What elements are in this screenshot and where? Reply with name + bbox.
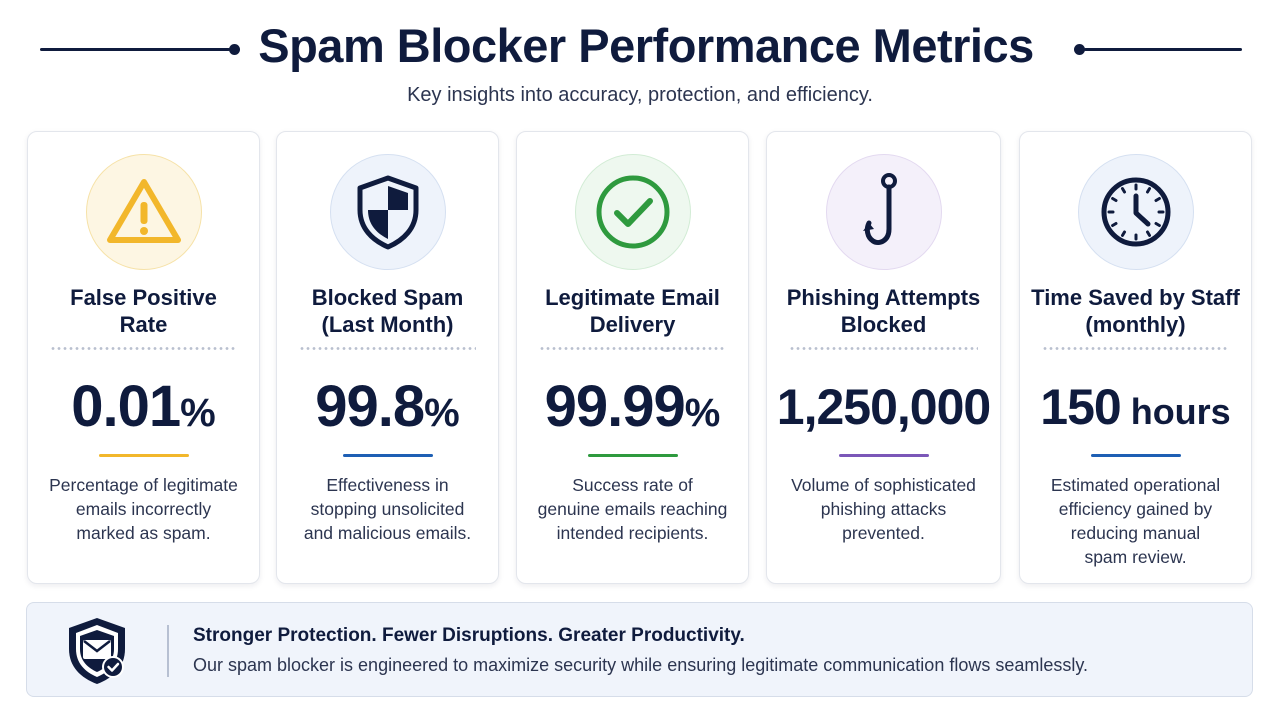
metric-unit: % — [424, 391, 460, 435]
card-title: Legitimate Email Delivery — [527, 284, 738, 338]
footer-divider — [167, 625, 169, 677]
description-line: prevented. — [842, 523, 925, 543]
warning-icon — [85, 154, 202, 270]
description-line: phishing attacks — [820, 499, 947, 519]
metric-value: 99.8% — [277, 374, 498, 446]
card-title-line: Delivery — [589, 312, 676, 337]
accent-underline — [98, 454, 189, 457]
metric-value: 0.01% — [28, 374, 259, 446]
dotted-divider — [50, 347, 237, 350]
metric-number: 0.01 — [71, 374, 181, 439]
header-dot-left — [229, 44, 240, 55]
card-title: False Positive Rate — [38, 284, 249, 338]
card-title: Blocked Spam (Last Month) — [287, 284, 488, 338]
card-title-line: (monthly) — [1085, 312, 1186, 337]
accent-underline — [342, 454, 433, 457]
card-title-line: Time Saved by Staff — [1031, 285, 1240, 310]
footer-heading: Stronger Protection. Fewer Disruptions. … — [193, 625, 745, 646]
dotted-divider — [299, 347, 476, 350]
card-title-line: Phishing Attempts — [786, 285, 981, 310]
description-line: Estimated operational — [1050, 475, 1221, 495]
metric-card-time-saved: Time Saved by Staff (monthly) 150 hours … — [1019, 131, 1252, 584]
card-title: Phishing Attempts Blocked — [777, 284, 990, 338]
description-line: genuine emails reaching — [537, 499, 728, 519]
dotted-divider — [539, 347, 726, 350]
metric-card-phishing-blocked: Phishing Attempts Blocked 1,250,000 Volu… — [766, 131, 1001, 584]
metric-number: 99.99 — [544, 374, 686, 439]
card-title-line: Blocked — [840, 312, 927, 337]
metric-number: 1,250,000 — [776, 379, 991, 435]
card-title-line: Rate — [119, 312, 168, 337]
card-title-line: Legitimate Email — [545, 285, 720, 310]
metric-description: Effectiveness in stopping unsolicited an… — [291, 473, 484, 545]
metric-description: Volume of sophisticated phishing attacks… — [781, 473, 986, 545]
header: Spam Blocker Performance Metrics — [0, 18, 1280, 80]
metric-value: 99.99% — [517, 374, 748, 446]
metric-number: 99.8 — [315, 374, 425, 439]
metric-card-false-positive: False Positive Rate 0.01% Percentage of … — [27, 131, 260, 584]
description-line: reducing manual — [1070, 523, 1201, 543]
page-title: Spam Blocker Performance Metrics — [258, 19, 1034, 72]
description-line: Volume of sophisticated — [791, 475, 976, 495]
footer-banner: Stronger Protection. Fewer Disruptions. … — [26, 602, 1253, 697]
metric-unit: % — [180, 391, 216, 435]
description-line: Success rate of — [572, 475, 693, 495]
clock-icon — [1077, 154, 1194, 270]
metric-description: Success rate of genuine emails reaching … — [531, 473, 734, 545]
description-line: and malicious emails. — [303, 523, 472, 543]
header-dot-right — [1074, 44, 1085, 55]
metric-description: Percentage of legitimate emails incorrec… — [42, 473, 245, 545]
accent-underline — [838, 454, 929, 457]
dotted-divider — [1042, 347, 1229, 350]
card-title-line: Blocked Spam — [311, 285, 464, 310]
metric-number: 150 — [1040, 379, 1121, 435]
metric-card-legitimate-delivery: Legitimate Email Delivery 99.99% Success… — [516, 131, 749, 584]
checkmark-icon — [574, 154, 691, 270]
card-title-line: (Last Month) — [321, 312, 454, 337]
description-line: stopping unsolicited — [310, 499, 465, 519]
description-line: Percentage of legitimate — [49, 475, 238, 495]
description-line: intended recipients. — [556, 523, 709, 543]
shield-envelope-check-icon — [65, 615, 129, 687]
description-line: spam review. — [1084, 547, 1187, 567]
card-title-line: False Positive — [70, 285, 217, 310]
dotted-divider — [789, 347, 978, 350]
metric-unit: % — [684, 391, 721, 435]
description-line: Effectiveness in — [326, 475, 449, 495]
accent-underline — [1090, 454, 1181, 457]
description-line: marked as spam. — [76, 523, 211, 543]
metric-card-blocked-spam: Blocked Spam (Last Month) 99.8% Effectiv… — [276, 131, 499, 584]
metric-value: 150 hours — [1020, 374, 1251, 445]
description-line: emails incorrectly — [75, 499, 212, 519]
header-rule-left — [40, 48, 230, 51]
accent-underline — [587, 454, 678, 457]
fishing-hook-icon — [825, 154, 942, 270]
description-line: efficiency gained by — [1058, 499, 1213, 519]
header-rule-right — [1084, 48, 1242, 51]
page-subtitle: Key insights into accuracy, protection, … — [407, 84, 873, 106]
card-title: Time Saved by Staff (monthly) — [1030, 284, 1241, 338]
metric-description: Estimated operational efficiency gained … — [1034, 473, 1237, 569]
shield-icon — [329, 154, 446, 270]
footer-text: Our spam blocker is engineered to maximi… — [193, 655, 1089, 675]
metric-value: 1,250,000 — [767, 374, 1000, 440]
metric-unit: hours — [1120, 391, 1231, 432]
